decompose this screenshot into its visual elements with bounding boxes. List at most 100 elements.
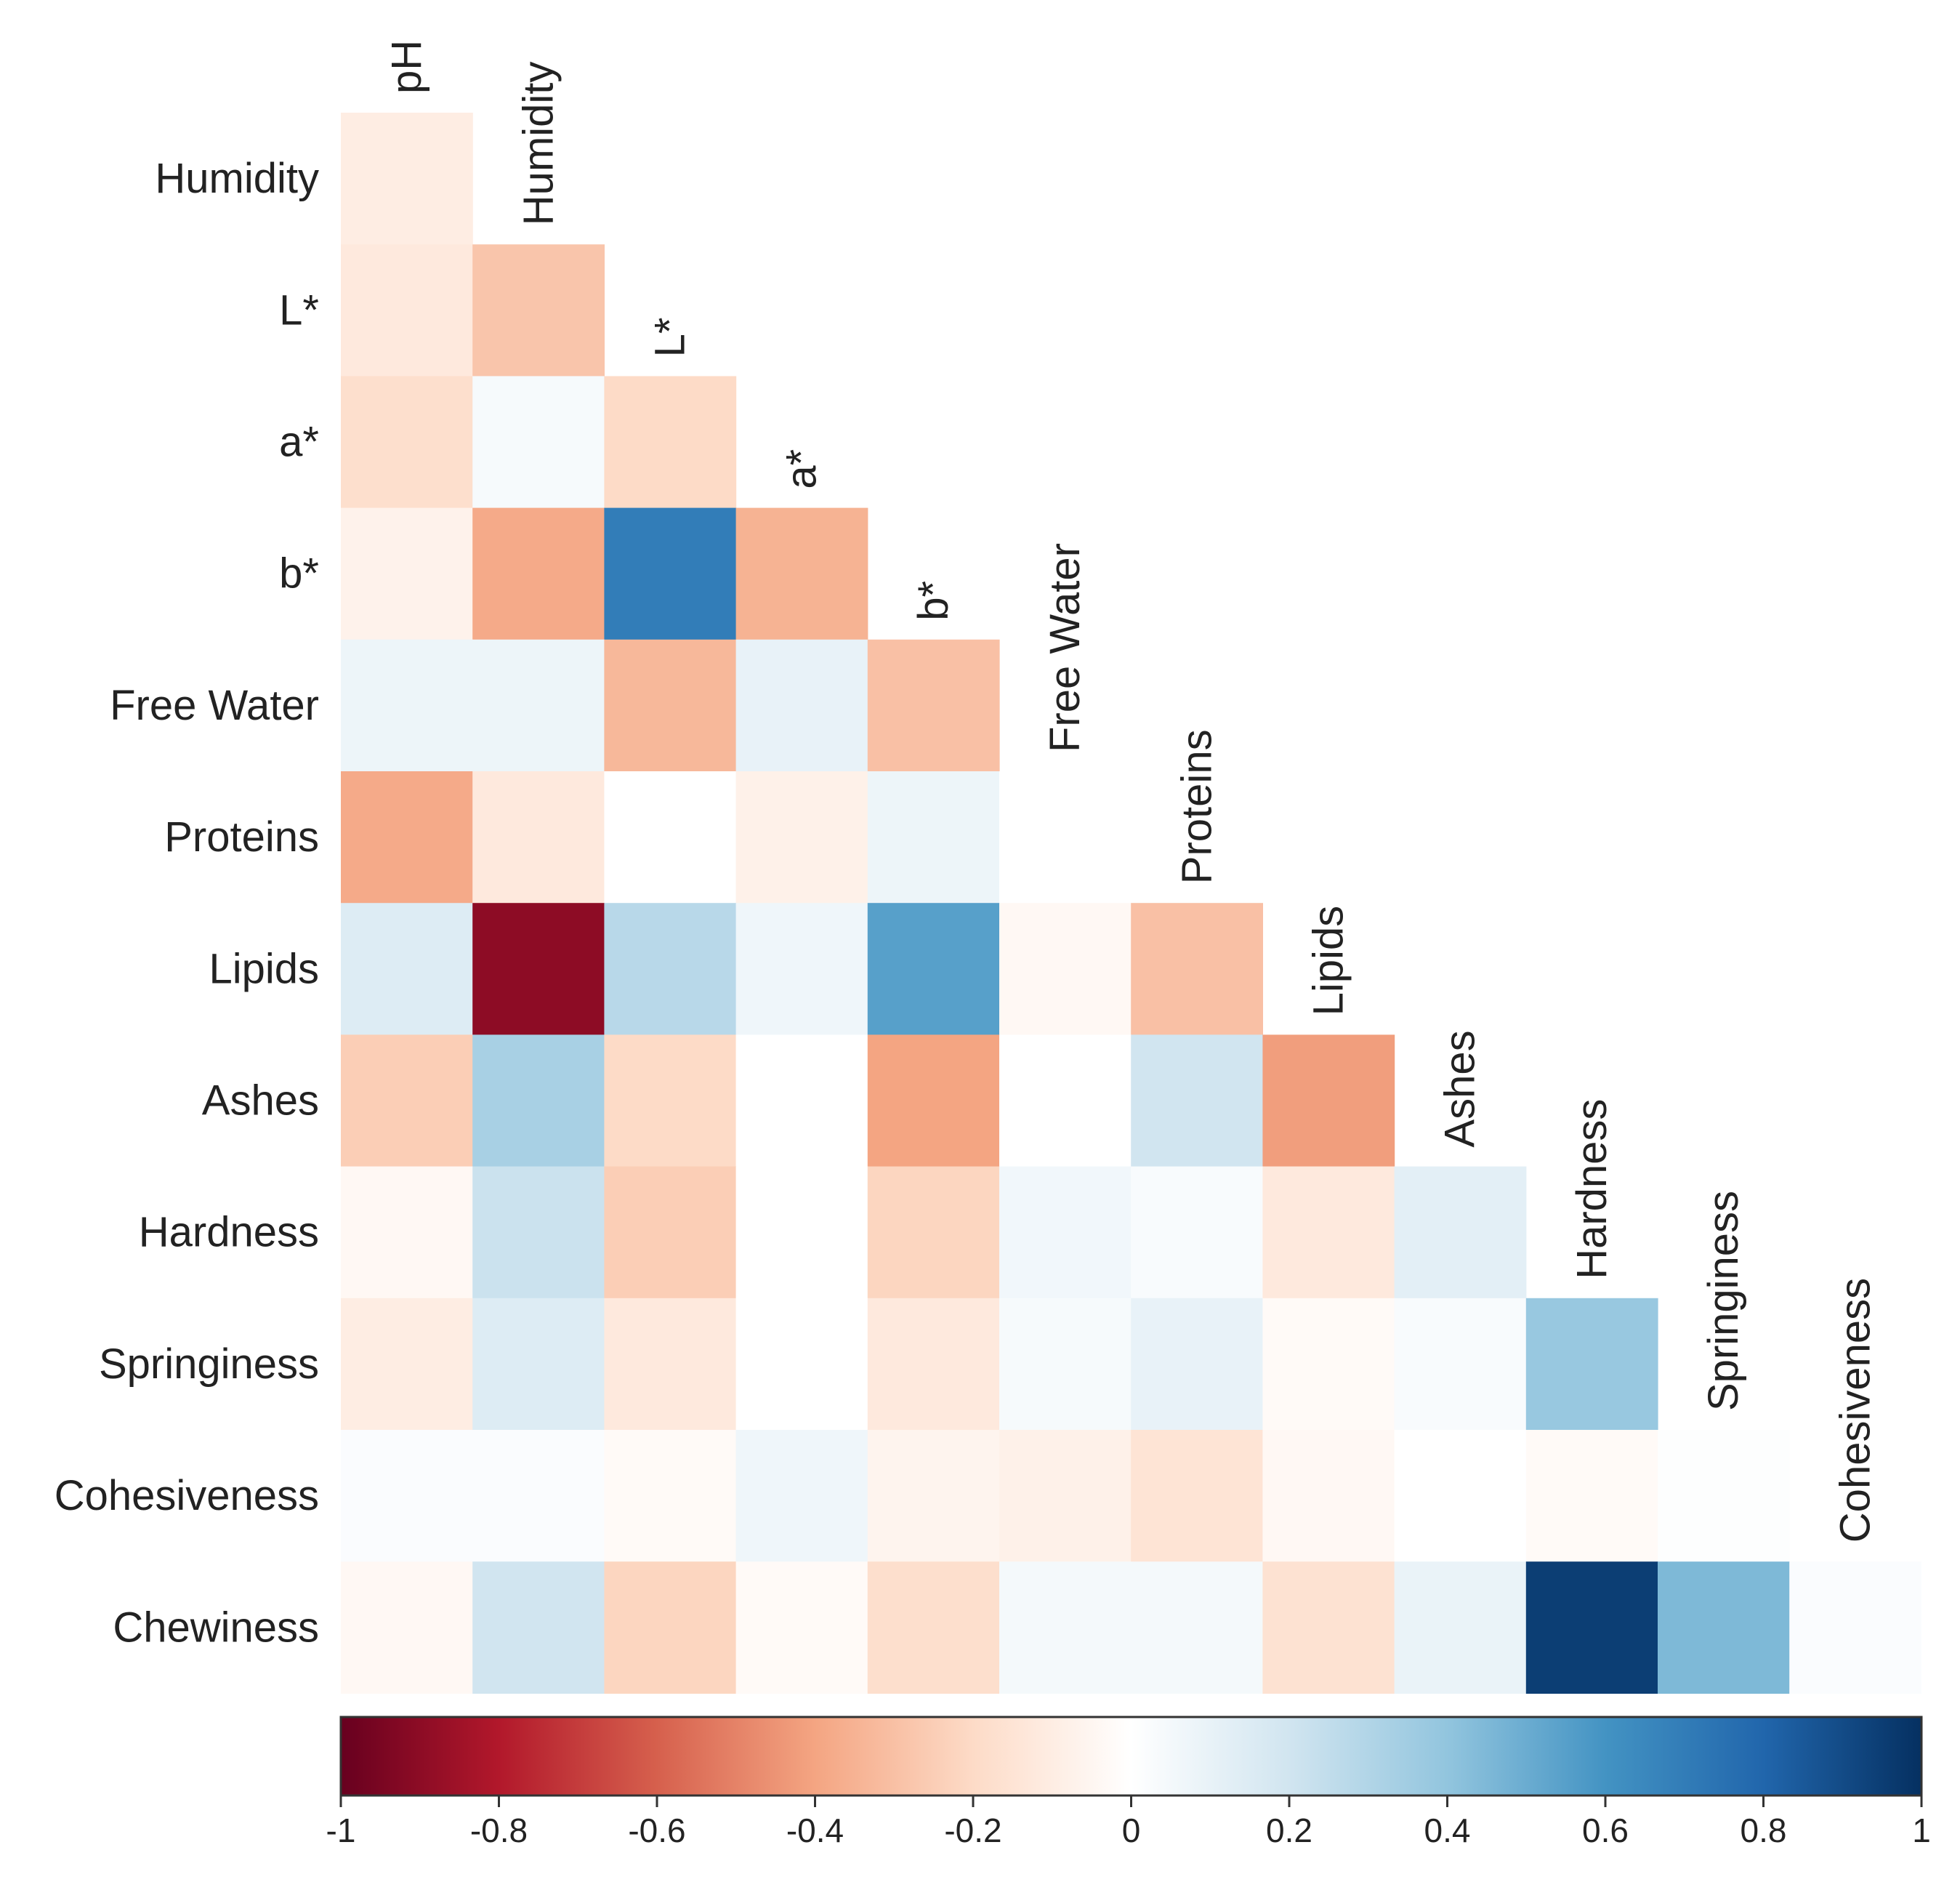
row-label-free-water: Free Water	[110, 682, 319, 729]
cell-cohesiveness-free-water	[999, 1430, 1132, 1562]
cell-humidity-ph	[341, 113, 473, 245]
cell-proteins-free-water	[999, 771, 1132, 904]
cell-free-water-humidity	[472, 639, 605, 772]
cell-hardness-b-star	[867, 1166, 1000, 1299]
cell-hardness-free-water	[999, 1166, 1132, 1299]
column-label-ph: pH	[383, 40, 430, 94]
colorbar-gradient	[339, 1716, 1923, 1797]
cell-proteins-ph	[341, 771, 473, 904]
column-label-b-star: b*	[910, 581, 957, 621]
cell-cohesiveness-proteins	[1131, 1430, 1263, 1562]
row-label-ashes: Ashes	[202, 1077, 319, 1125]
cell-b-star-ph	[341, 507, 473, 640]
cell-cohesiveness-humidity	[472, 1430, 605, 1562]
cell-hardness-a-star	[735, 1166, 868, 1299]
row-label-b-star: b*	[279, 550, 319, 598]
cell-a-star-humidity	[472, 376, 605, 509]
cell-hardness-lipids	[1262, 1166, 1395, 1299]
colorbar-tick-label: 1	[1912, 1811, 1931, 1849]
column-labels: pH Humidity L* a* b* Free Water Proteins Lipids…	[383, 40, 1879, 1543]
cell-chewiness-free-water	[999, 1561, 1132, 1694]
cell-ashes-a-star	[735, 1034, 868, 1167]
cell-chewiness-humidity	[472, 1561, 605, 1694]
cell-chewiness-a-star	[735, 1561, 868, 1694]
colorbar: -1 -0.8 -0.6 -0.4 -0.2 0 0.2 0.4 0.6 0.8 1	[326, 1716, 1931, 1849]
cell-cohesiveness-b-star	[867, 1430, 1000, 1562]
column-label-hardness: Hardness	[1568, 1099, 1616, 1279]
cell-b-star-a-star	[735, 507, 868, 640]
cell-ashes-b-star	[867, 1034, 1000, 1167]
column-label-humidity: Humidity	[515, 62, 562, 226]
row-label-hardness: Hardness	[139, 1209, 319, 1256]
colorbar-tick-label: -0.6	[628, 1811, 685, 1849]
column-label-springiness: Springiness	[1700, 1191, 1747, 1411]
column-label-free-water: Free Water	[1041, 543, 1089, 752]
cell-hardness-proteins	[1131, 1166, 1263, 1299]
cell-lipids-proteins	[1131, 903, 1263, 1035]
cell-proteins-b-star	[867, 771, 1000, 904]
row-label-chewiness: Chewiness	[113, 1604, 319, 1651]
cell-chewiness-proteins	[1131, 1561, 1263, 1694]
cell-chewiness-ashes	[1394, 1561, 1527, 1694]
cell-free-water-b-star	[867, 639, 1000, 772]
cell-ashes-l-star	[604, 1034, 737, 1167]
cell-ashes-ph	[341, 1034, 473, 1167]
cell-springiness-b-star	[867, 1298, 1000, 1431]
cell-cohesiveness-l-star	[604, 1430, 737, 1562]
cell-chewiness-hardness	[1525, 1561, 1658, 1694]
cell-lipids-b-star	[867, 903, 1000, 1035]
cell-springiness-l-star	[604, 1298, 737, 1431]
column-label-ashes: Ashes	[1437, 1030, 1484, 1147]
cell-free-water-l-star	[604, 639, 737, 772]
cell-springiness-ashes	[1394, 1298, 1527, 1431]
colorbar-tick-label: 0.4	[1424, 1811, 1471, 1849]
cell-lipids-ph	[341, 903, 473, 1035]
cell-springiness-hardness	[1525, 1298, 1658, 1431]
cell-springiness-a-star	[735, 1298, 868, 1431]
cell-l-star-humidity	[472, 244, 605, 377]
colorbar-tick-label: -0.4	[786, 1811, 844, 1849]
cell-chewiness-b-star	[867, 1561, 1000, 1694]
heatmap-cells	[341, 113, 1921, 1694]
colorbar-tick-label: 0.6	[1582, 1811, 1629, 1849]
cell-proteins-a-star	[735, 771, 868, 904]
cell-cohesiveness-springiness	[1658, 1430, 1790, 1562]
column-label-a-star: a*	[778, 449, 826, 489]
cell-free-water-ph	[341, 639, 473, 772]
colorbar-tick-label: -1	[326, 1811, 356, 1849]
cell-proteins-l-star	[604, 771, 737, 904]
cell-proteins-humidity	[472, 771, 605, 904]
cell-cohesiveness-hardness	[1525, 1430, 1658, 1562]
row-label-humidity: Humidity	[155, 155, 319, 202]
row-label-cohesiveness: Cohesiveness	[55, 1472, 319, 1519]
cell-l-star-ph	[341, 244, 473, 377]
cell-free-water-a-star	[735, 639, 868, 772]
cell-ashes-free-water	[999, 1034, 1132, 1167]
cell-ashes-proteins	[1131, 1034, 1263, 1167]
cell-ashes-humidity	[472, 1034, 605, 1167]
row-label-l-star: L*	[279, 286, 319, 334]
row-labels: Humidity L* a* b* Free Water Proteins Lipids As…	[55, 155, 319, 1651]
cell-springiness-free-water	[999, 1298, 1132, 1431]
cell-chewiness-cohesiveness	[1789, 1561, 1921, 1694]
cell-hardness-humidity	[472, 1166, 605, 1299]
cell-lipids-free-water	[999, 903, 1132, 1035]
cell-springiness-proteins	[1131, 1298, 1263, 1431]
row-label-proteins: Proteins	[164, 813, 319, 861]
cell-cohesiveness-a-star	[735, 1430, 868, 1562]
colorbar-tick-label: 0.8	[1741, 1811, 1787, 1849]
column-label-cohesiveness: Cohesiveness	[1831, 1278, 1879, 1543]
column-label-l-star: L*	[647, 318, 694, 358]
row-label-a-star: a*	[279, 419, 319, 466]
cell-b-star-l-star	[604, 507, 737, 640]
column-label-proteins: Proteins	[1173, 729, 1220, 884]
cell-hardness-ashes	[1394, 1166, 1527, 1299]
cell-b-star-humidity	[472, 507, 605, 640]
colorbar-tick-label: -0.2	[944, 1811, 1001, 1849]
cell-hardness-ph	[341, 1166, 473, 1299]
colorbar-tick-label: 0.2	[1266, 1811, 1312, 1849]
row-label-springiness: Springiness	[99, 1340, 319, 1388]
cell-cohesiveness-ashes	[1394, 1430, 1527, 1562]
